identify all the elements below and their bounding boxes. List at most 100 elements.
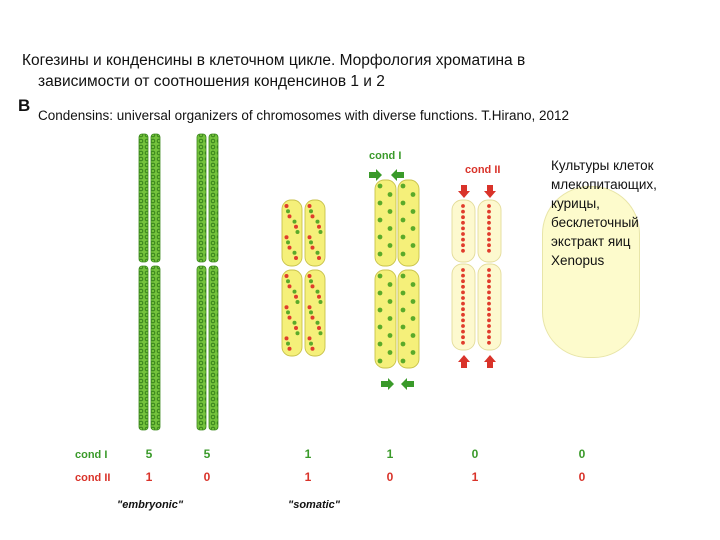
condensin-dot <box>318 300 323 304</box>
embryonic-label: "embryonic" <box>117 499 184 511</box>
condensin-dot <box>400 307 406 313</box>
cond1-value: 5 <box>204 447 211 461</box>
condensin-dot <box>410 350 416 355</box>
condensin-dot <box>387 192 393 197</box>
condensin-dot <box>487 284 491 289</box>
condensin-dot <box>487 204 491 208</box>
condensin-dot <box>377 217 383 223</box>
condensin-dot <box>307 336 312 341</box>
condensin-dot <box>377 251 383 257</box>
condensin-dot <box>315 250 320 255</box>
condensin-dot <box>309 310 313 315</box>
condensin-dot <box>377 307 383 313</box>
condensin-dot <box>461 204 465 208</box>
condensin-dot <box>487 220 491 225</box>
cond1-arrows <box>369 169 414 390</box>
condensin-dot <box>487 307 491 312</box>
condensin-dot <box>400 183 406 189</box>
cond1-value: 5 <box>146 447 153 461</box>
condensin-dot <box>377 234 383 240</box>
cond2-top-label: cond II <box>465 164 500 176</box>
cond2-arrows <box>458 185 496 368</box>
condensin-dot <box>309 341 313 346</box>
cond2-value: 1 <box>146 470 153 484</box>
cond1-top-label: cond I <box>369 150 401 162</box>
condensin-dot <box>307 274 312 278</box>
condensin-dot <box>461 279 465 284</box>
condensin-dot <box>284 204 289 208</box>
condensin-dot <box>487 335 491 340</box>
cond2-only-chromosome <box>451 199 502 351</box>
condensin-dot <box>317 256 321 260</box>
condensin-dot <box>410 333 416 338</box>
condensin-dot <box>318 230 323 234</box>
condensin-dot <box>307 305 312 310</box>
condensin-dot <box>461 329 465 334</box>
condensin-dot <box>295 300 300 304</box>
xenopus-extract-oval <box>542 186 640 358</box>
condensin-dot <box>400 273 406 279</box>
condensin-dot <box>461 301 465 306</box>
condensin-dot <box>387 316 393 321</box>
condensin-dot <box>284 235 289 240</box>
condensin-dot <box>461 209 465 214</box>
cond2-value: 1 <box>305 470 312 484</box>
cond2-value: 0 <box>204 470 211 484</box>
citation: Condensins: universal organizers of chro… <box>38 108 570 123</box>
condensin-dot <box>284 305 289 310</box>
condensin-dot <box>461 296 465 300</box>
condensin-dot <box>287 245 292 250</box>
embryonic-chromosome-1 <box>138 133 161 431</box>
condensin-dot <box>292 289 297 294</box>
condensin-dot <box>410 192 416 197</box>
systems-note: Культуры клеток млекопитающих, курицы, б… <box>551 158 657 268</box>
condensin-dot <box>461 312 465 317</box>
condensin-dot <box>400 217 406 223</box>
arrow-right-icon <box>369 169 382 181</box>
condensin-dot <box>377 183 383 189</box>
condensin-dot <box>461 273 465 278</box>
condensin-dot <box>310 214 315 219</box>
condensin-dot <box>377 273 383 279</box>
condensin-dot <box>487 215 491 220</box>
condensin-dot <box>310 315 315 320</box>
arrow-up-icon <box>458 355 470 368</box>
condensin-dot <box>400 251 406 257</box>
condensin-dot <box>461 284 465 289</box>
condensin-dot <box>461 335 465 340</box>
condensin-dot <box>287 346 292 351</box>
embryonic-chromosome-2 <box>196 133 219 431</box>
condensin-dot <box>377 200 383 206</box>
condensin-dot <box>387 226 393 231</box>
title-line-1: Когезины и конденсины в клеточном цикле.… <box>22 52 526 69</box>
condensin-dot <box>487 279 491 284</box>
condensin-dot <box>286 310 290 315</box>
condensin-dot <box>461 215 465 220</box>
condensin-dot <box>387 209 393 214</box>
panel-letter: B <box>18 96 31 115</box>
condensin-dot <box>461 340 465 345</box>
condensin-dot <box>487 226 491 231</box>
condensin-dot <box>286 341 290 346</box>
condensin-dot <box>309 209 313 214</box>
condensin-dot <box>307 204 312 208</box>
condensin-dot <box>310 245 315 250</box>
condensin-dot <box>410 209 416 214</box>
condensin-dot <box>387 299 393 304</box>
condensin-dots <box>284 183 491 364</box>
condensin-dot <box>294 294 298 299</box>
condensin-dot <box>309 279 313 284</box>
condensin-dot <box>295 230 300 234</box>
condensin-dot <box>287 284 292 289</box>
condensin-dot <box>294 256 298 260</box>
condensin-dot <box>387 350 393 355</box>
condensin-dot <box>294 326 298 330</box>
condensin-dot <box>400 200 406 206</box>
condensin-dot <box>315 320 320 325</box>
condensin-dot <box>461 318 465 323</box>
condensin-dot <box>487 237 491 242</box>
arrow-left-icon <box>391 169 404 181</box>
condensin-dot <box>307 235 312 240</box>
cond1-value: 0 <box>579 447 586 461</box>
condensin-dot <box>461 324 465 328</box>
